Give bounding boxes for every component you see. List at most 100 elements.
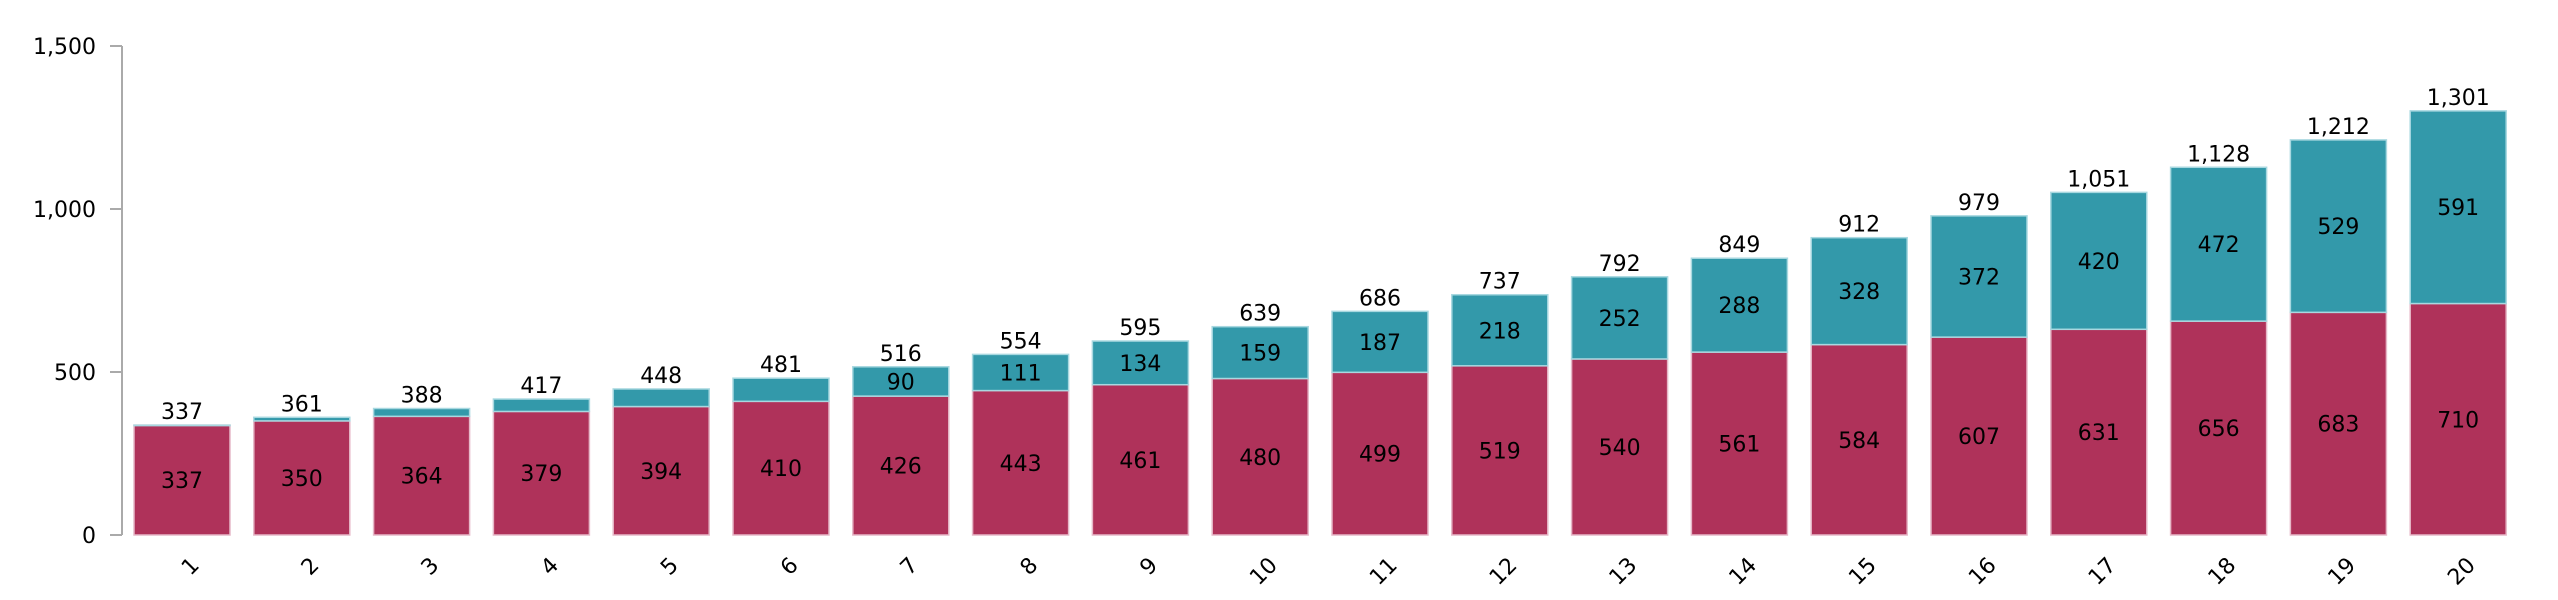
x-tick-label: 16	[1964, 553, 2001, 590]
segment-value-label: 710	[2437, 408, 2479, 433]
segment-value-label: 584	[1838, 429, 1880, 454]
bar-segment-top	[1930, 215, 2028, 338]
total-value-label: 337	[161, 400, 203, 425]
bar-segment-top	[372, 407, 471, 418]
bar-segment-top	[2289, 139, 2388, 314]
total-value-label: 792	[1599, 252, 1641, 277]
segment-value-label: 540	[1599, 436, 1641, 461]
segment-value-label: 379	[520, 462, 562, 487]
segment-value-label: 480	[1239, 446, 1281, 471]
x-tick-label: 4	[536, 553, 564, 581]
segment-value-label: 337	[161, 469, 203, 494]
bar-segment-bottom	[1211, 377, 1309, 536]
bar-segment-bottom	[1091, 383, 1190, 536]
bar-segment-bottom	[2169, 320, 2268, 536]
segment-value-label: 372	[1958, 265, 2000, 290]
segment-value-label: 631	[2078, 421, 2120, 446]
bar-segment-bottom	[133, 424, 231, 536]
bar-segment-top	[1451, 293, 1549, 367]
segment-value-label: 561	[1718, 433, 1760, 458]
segment-value-label: 683	[2317, 413, 2359, 438]
bar-segment-bottom	[253, 420, 351, 536]
bar-segment-top	[1211, 325, 1309, 380]
bar-segment-bottom	[971, 389, 1070, 536]
total-value-label: 554	[1000, 329, 1042, 354]
x-tick-label: 12	[1485, 553, 1522, 590]
segment-value-label: 472	[2198, 233, 2240, 258]
total-value-label: 639	[1239, 302, 1281, 327]
bar-segment-top	[492, 398, 591, 413]
x-tick-label: 10	[1245, 553, 1282, 590]
total-value-label: 516	[880, 342, 922, 367]
x-tick-label: 3	[417, 553, 445, 581]
segment-value-label: 364	[401, 465, 443, 490]
segment-value-label: 519	[1479, 439, 1521, 464]
bar-segment-bottom	[2289, 311, 2388, 536]
segment-value-label: 656	[2198, 417, 2240, 442]
bar-segment-top	[612, 388, 710, 408]
x-tick-label: 17	[2084, 553, 2121, 590]
bar-segment-top	[1810, 236, 1908, 346]
segment-value-label: 499	[1359, 443, 1401, 468]
bar-segment-top	[1690, 257, 1789, 353]
segment-value-label: 529	[2317, 215, 2359, 240]
bar-segment-top	[1331, 310, 1429, 374]
bar-segment-bottom	[1810, 343, 1908, 536]
x-tick-label: 14	[1725, 553, 1762, 590]
y-tick-label: 500	[54, 361, 96, 386]
total-value-label: 481	[760, 353, 802, 378]
segment-value-label: 90	[887, 370, 915, 395]
x-tick-label: 18	[2204, 553, 2241, 590]
segment-value-label: 111	[1000, 361, 1042, 386]
segment-value-label: 410	[760, 457, 802, 482]
x-tick-label: 2	[297, 553, 325, 581]
segment-value-label: 426	[880, 455, 922, 480]
total-value-label: 686	[1359, 286, 1401, 311]
bar-segment-bottom	[1570, 358, 1669, 536]
x-tick-label: 19	[2324, 553, 2361, 590]
total-value-label: 417	[520, 374, 562, 399]
total-value-label: 912	[1838, 213, 1880, 238]
y-tick-label: 1,000	[33, 198, 96, 223]
x-tick-label: 9	[1135, 553, 1163, 581]
y-tick-label: 0	[82, 524, 96, 549]
x-tick-label: 5	[656, 553, 684, 581]
total-value-label: 737	[1479, 270, 1521, 295]
segment-value-label: 443	[1000, 452, 1042, 477]
bar-segment-bottom	[1690, 351, 1789, 536]
x-tick-label: 15	[1844, 553, 1881, 590]
bar-segment-bottom	[2409, 302, 2507, 536]
total-value-label: 361	[281, 392, 323, 417]
bar-segment-top	[2409, 110, 2507, 305]
segment-value-label: 187	[1359, 331, 1401, 356]
segment-value-label: 252	[1599, 307, 1641, 332]
bar-segment-bottom	[852, 395, 950, 536]
total-value-label: 849	[1718, 233, 1760, 258]
x-tick-label: 13	[1605, 553, 1642, 590]
bar-segment-top	[852, 366, 950, 397]
x-tick-label: 8	[1016, 553, 1044, 581]
x-tick-label: 11	[1365, 553, 1402, 590]
segment-value-label: 218	[1479, 319, 1521, 344]
bar-segment-top	[133, 424, 231, 427]
bar-segment-top	[253, 416, 351, 422]
x-tick-label: 1	[177, 553, 205, 581]
segment-value-label: 350	[281, 467, 323, 492]
segment-value-label: 328	[1838, 280, 1880, 305]
segment-value-label: 461	[1119, 449, 1161, 474]
bar-segment-bottom	[1930, 336, 2028, 536]
total-value-label: 979	[1958, 191, 2000, 216]
segment-value-label: 159	[1239, 342, 1281, 367]
bar-segment-top	[1570, 276, 1669, 360]
segment-value-label: 394	[640, 460, 682, 485]
segment-value-label: 288	[1718, 294, 1760, 319]
x-tick-label: 6	[776, 553, 804, 581]
segment-value-label: 134	[1119, 352, 1161, 377]
total-value-label: 388	[401, 384, 443, 409]
bar-segment-top	[971, 353, 1070, 392]
segment-value-label: 420	[2078, 250, 2120, 275]
bar-segment-top	[2050, 191, 2148, 331]
bar-segment-bottom	[2050, 328, 2148, 536]
bar-segment-bottom	[1451, 365, 1549, 536]
